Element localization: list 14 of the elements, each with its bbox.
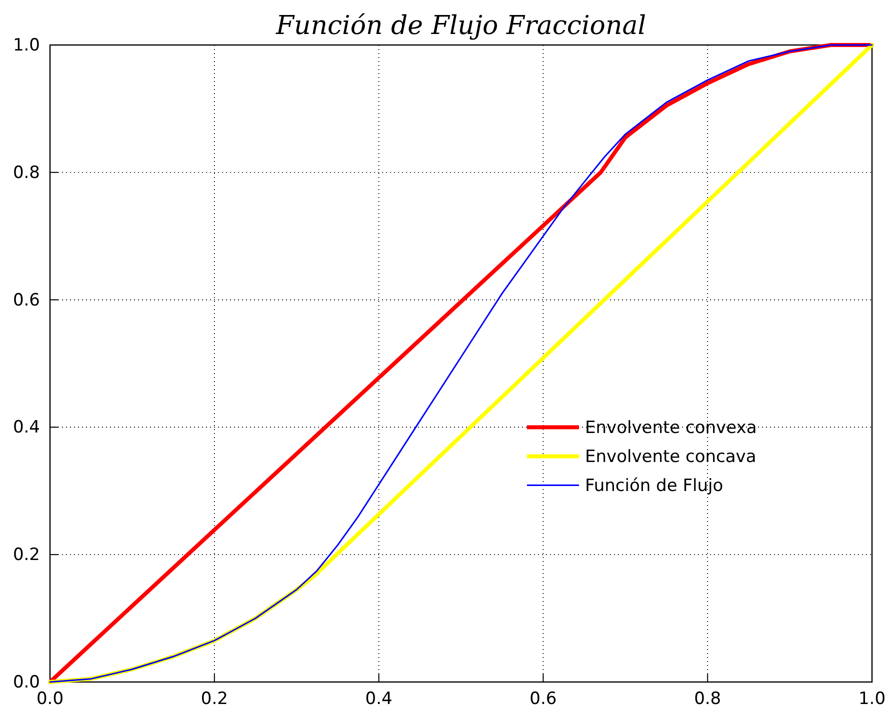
y-tick-label: 1.0 (12, 35, 40, 56)
chart-title: Función de Flujo Fraccional (274, 11, 646, 41)
x-tick-label: 0.4 (365, 689, 392, 710)
x-tick-label: 1.0 (858, 689, 886, 710)
y-tick-label: 0.8 (12, 162, 40, 183)
x-tick-label: 0.8 (694, 689, 722, 710)
x-tick-label: 0.2 (200, 689, 228, 710)
legend-label: Envolvente concava (585, 447, 756, 468)
y-tick-label: 0.2 (12, 545, 40, 566)
legend-label: Envolvente convexa (585, 418, 757, 438)
y-tick-label: 0.4 (12, 418, 40, 438)
legend-label: Función de Flujo (585, 476, 724, 496)
y-tick-label: 0.6 (12, 290, 40, 310)
x-tick-label: 0.6 (530, 689, 557, 710)
